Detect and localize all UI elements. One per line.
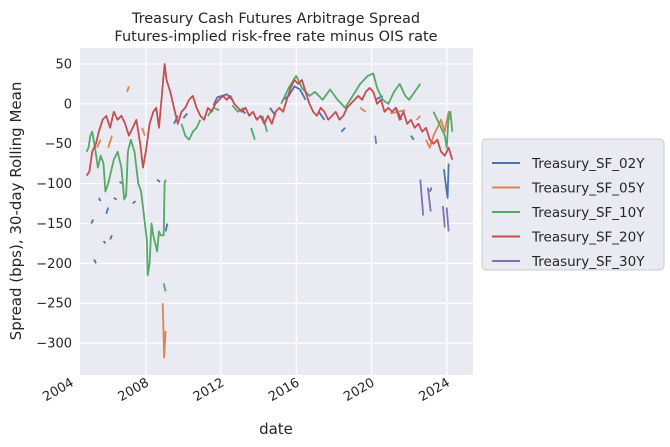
y-tick-label: −300 [36,337,72,352]
series-Treasury_SF_20Y [85,63,454,177]
series-line-segment [410,135,415,141]
y-axis-label: Spread (bps), 30-day Rolling Mean [7,82,25,341]
series-line-segment [443,163,450,199]
series-line-segment [231,104,245,113]
x-axis-label: date [259,420,293,438]
series-line-segment [161,303,167,359]
y-tick-label: 0 [64,97,72,112]
series-line-segment [250,127,256,140]
series-line-segment [156,178,161,183]
series-line-segment [419,179,425,216]
series-line-segment [90,219,95,224]
series-line-segment [162,283,167,292]
series-Treasury_SF_30Y [374,135,450,232]
series-line-segment [107,135,113,148]
series-line-segment [374,135,378,144]
legend: Treasury_SF_02Y Treasury_SF_05Y Treasury_S… [481,138,665,271]
y-tick-label: −100 [36,177,72,192]
series-line-segment [132,200,137,205]
x-tick-label: 2020 [341,375,377,405]
series-line-segment [105,207,110,215]
chart-subtitle: Futures-implied risk-free rate minus OIS… [114,29,437,45]
series-line-segment [445,207,450,232]
y-tick-label: 50 [55,57,72,72]
series-line-segment [93,259,97,264]
series-line-segment [141,127,146,137]
series-line-segment [359,107,367,113]
legend-label: Treasury_SF_10Y [531,205,645,221]
series-line-segment [126,86,130,93]
series-line-segment [427,187,432,212]
tick-labels: 50 0 −50 −100 −150 −200 −250 −300 2004 2008 2012 20… [36,57,452,405]
legend-label: Treasury_SF_30Y [531,254,645,270]
series-line-segment [442,205,446,228]
legend-label: Treasury_SF_02Y [531,156,645,172]
series-line-segment [432,110,454,149]
x-tick-label: 2008 [116,375,152,405]
x-tick-label: 2004 [40,375,76,405]
series-line-segment [173,115,179,125]
series-line-segment [164,223,169,232]
y-tick-label: −200 [36,257,72,272]
x-tick-label: 2012 [191,375,227,405]
series-line-segment [85,63,454,177]
series-line-segment [113,197,118,201]
x-tick-label: 2024 [417,375,453,405]
series-line-segment [428,187,433,192]
plot-area [80,48,473,375]
series-line-segment [340,127,346,133]
legend-label: Treasury_SF_20Y [531,230,645,246]
series-line-segment [102,240,107,244]
series-line-segment [96,139,102,149]
y-tick-label: −150 [36,217,72,232]
series-lines [85,63,454,359]
y-tick-label: −250 [36,297,72,312]
series-line-segment [109,235,113,240]
series-line-segment [318,111,326,121]
x-tick-label: 2016 [266,375,302,405]
series-line-segment [180,119,202,141]
y-tick-label: −50 [45,137,72,152]
series-line-segment [98,197,102,202]
chart-title: Treasury Cash Futures Arbitrage Spread [131,11,420,27]
series-line-segment [415,115,421,121]
legend-box [481,138,665,271]
series-line-segment [85,130,167,277]
series-line-segment [182,112,188,119]
legend-label: Treasury_SF_05Y [531,181,645,197]
